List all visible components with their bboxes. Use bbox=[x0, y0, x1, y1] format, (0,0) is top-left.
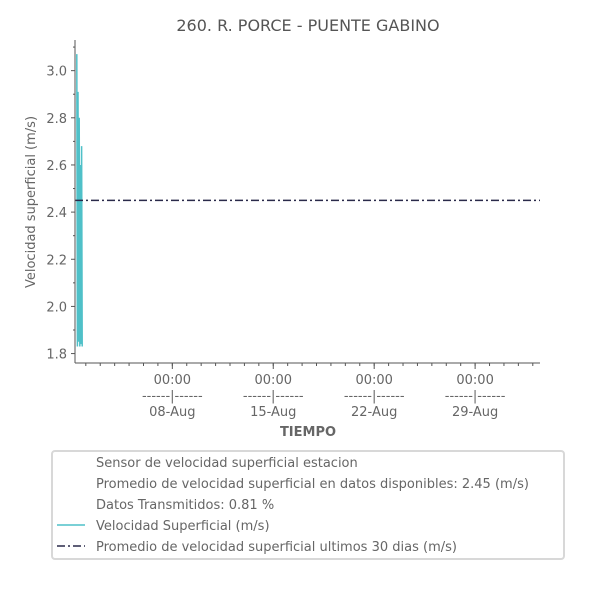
x-axis: 00:00------|------08-Aug00:00------|----… bbox=[85, 363, 534, 420]
plot-area bbox=[75, 54, 540, 347]
y-axis-label: Velocidad superficial (m/s) bbox=[24, 116, 39, 288]
y-axis: 1.8 2.0 2.2 2.4 2.6 2.8 3.0 bbox=[46, 46, 75, 363]
legend-entry-text: Datos Transmitidos: 0.81 % bbox=[96, 498, 274, 513]
y-tick-label: 2.8 bbox=[46, 112, 67, 127]
x-tick-label: 08-Aug bbox=[149, 405, 195, 420]
x-tick-label: ------|------ bbox=[243, 389, 304, 404]
series-velocidad-line bbox=[76, 54, 83, 347]
legend-entry-text: Promedio de velocidad superficial en dat… bbox=[96, 477, 529, 492]
x-tick-label: 00:00 bbox=[355, 373, 392, 388]
y-tick-label: 2.0 bbox=[46, 300, 67, 315]
x-tick-label: ------|------ bbox=[142, 389, 203, 404]
x-axis-label: TIEMPO bbox=[280, 425, 336, 440]
x-tick-label: 00:00 bbox=[456, 373, 493, 388]
x-tick-label: ------|------ bbox=[445, 389, 506, 404]
x-tick-label: 29-Aug bbox=[452, 405, 498, 420]
legend-entry-text: Promedio de velocidad superficial ultimo… bbox=[96, 540, 457, 555]
x-tick-label: 00:00 bbox=[154, 373, 191, 388]
chart-title: 260. R. PORCE - PUENTE GABINO bbox=[176, 16, 439, 35]
y-tick-label: 1.8 bbox=[46, 348, 67, 363]
legend-box bbox=[51, 450, 565, 560]
y-tick-label: 2.6 bbox=[46, 159, 67, 174]
x-tick-label: 00:00 bbox=[255, 373, 292, 388]
y-tick-label: 2.2 bbox=[46, 253, 67, 268]
legend: Sensor de velocidad superficial estacion… bbox=[51, 450, 565, 560]
x-tick-label: 22-Aug bbox=[351, 405, 397, 420]
y-tick-label: 3.0 bbox=[46, 65, 67, 80]
legend-entry-text: Velocidad Superficial (m/s) bbox=[96, 519, 270, 534]
x-tick-label: 15-Aug bbox=[250, 405, 296, 420]
x-tick-label: ------|------ bbox=[344, 389, 405, 404]
legend-entry-text: Sensor de velocidad superficial estacion bbox=[96, 456, 358, 471]
y-tick-label: 2.4 bbox=[46, 206, 67, 221]
